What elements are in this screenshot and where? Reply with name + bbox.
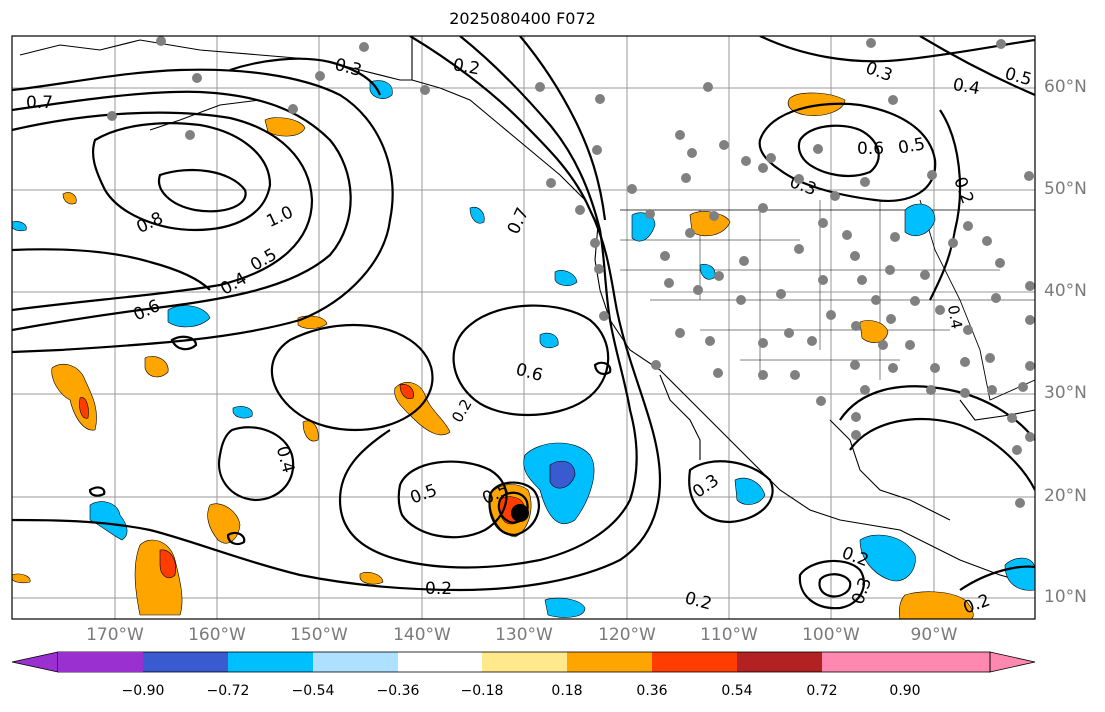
contour-lines [12, 36, 1035, 610]
colorbar-swatch [228, 652, 313, 672]
station-dots [107, 36, 1035, 508]
lon-label-110w: 110°W [700, 625, 758, 645]
contour-label: 0.7 [26, 93, 53, 113]
colorbar-tick-label: −0.54 [291, 683, 335, 699]
colorbar-swatch [567, 652, 652, 672]
contour-label: 0.4 [944, 304, 966, 331]
storm-center-marker [511, 504, 529, 522]
colorbar-swatch [905, 652, 990, 672]
colorbar-swatch [143, 652, 228, 672]
lon-label-170w: 170°W [86, 625, 144, 645]
colorbar-tick-label: 0.36 [636, 683, 668, 699]
colorbar-tick-label: 0.90 [889, 683, 921, 699]
colorbar-swatch [737, 652, 822, 672]
colorbar-swatch [652, 652, 737, 672]
lat-label-20n: 20°N [1044, 486, 1087, 506]
colorbar-tick-label: −0.36 [376, 683, 420, 699]
lon-label-90w: 90°W [910, 625, 958, 645]
colorbar-swatch [313, 652, 398, 672]
colorbar-over-arrow [989, 651, 1036, 673]
coastlines [19, 36, 1035, 586]
lat-label-30n: 30°N [1044, 383, 1087, 403]
lon-label-120w: 120°W [598, 625, 656, 645]
lon-label-100w: 100°W [802, 625, 860, 645]
colorbar-under-arrow [11, 651, 59, 673]
lon-label-130w: 130°W [495, 625, 553, 645]
colorbar-swatch [482, 652, 567, 672]
contour-label: 0.4 [951, 75, 981, 99]
contour-label: 0.5 [897, 134, 927, 158]
shaded-fields [12, 80, 1035, 619]
map-frame [11, 35, 1036, 620]
colorbar-tick-label: −0.90 [121, 683, 165, 699]
colorbar-tick-label: 0.18 [551, 683, 583, 699]
colorbar-tick-label: 0.54 [721, 683, 753, 699]
lat-label-50n: 50°N [1044, 179, 1087, 199]
lat-label-60n: 60°N [1044, 77, 1087, 97]
contour-label: 0.6 [857, 139, 884, 159]
colorbar [11, 651, 1036, 673]
colorbar-swatch [398, 652, 482, 672]
colorbar-tick-label: 0.72 [806, 683, 838, 699]
lon-label-150w: 150°W [290, 625, 348, 645]
colorbar-swatch [822, 652, 905, 672]
contour-label: 0.2 [451, 55, 481, 79]
colorbar-tick-label: −0.18 [460, 683, 504, 699]
lat-label-10n: 10°N [1044, 587, 1087, 607]
lon-label-140w: 140°W [393, 625, 451, 645]
lat-label-40n: 40°N [1044, 281, 1087, 301]
colorbar-tick-label: −0.72 [206, 683, 250, 699]
lon-label-160w: 160°W [188, 625, 246, 645]
contour-label: 0.2 [425, 579, 452, 599]
map-title: 2025080400 F072 [449, 9, 596, 28]
